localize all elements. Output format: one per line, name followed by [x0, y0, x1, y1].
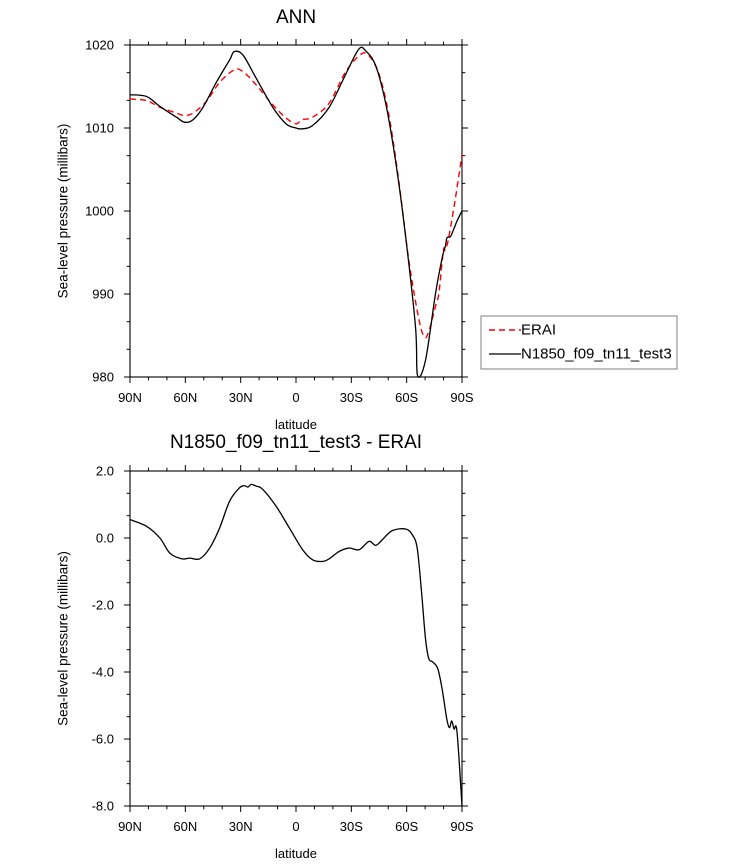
- svg-text:latitude: latitude: [275, 417, 317, 432]
- svg-text:Sea-level pressure (millibars): Sea-level pressure (millibars): [56, 124, 71, 299]
- svg-text:latitude: latitude: [275, 846, 317, 861]
- svg-text:-4.0: -4.0: [92, 665, 114, 680]
- svg-text:N1850_f09_tn11_test3 - ERAI: N1850_f09_tn11_test3 - ERAI: [170, 432, 422, 453]
- svg-text:Sea-level pressure (millibars): Sea-level pressure (millibars): [56, 551, 71, 726]
- svg-text:90N: 90N: [118, 390, 142, 405]
- svg-text:30N: 30N: [229, 819, 253, 834]
- svg-text:980: 980: [92, 370, 114, 385]
- svg-text:-2.0: -2.0: [92, 598, 114, 613]
- svg-text:0.0: 0.0: [96, 531, 114, 546]
- svg-text:30S: 30S: [340, 390, 363, 405]
- svg-text:1010: 1010: [85, 121, 114, 136]
- svg-text:ANN: ANN: [276, 7, 316, 28]
- svg-text:60N: 60N: [173, 819, 197, 834]
- svg-text:90S: 90S: [450, 390, 473, 405]
- svg-text:30N: 30N: [229, 390, 253, 405]
- svg-text:60S: 60S: [395, 390, 418, 405]
- svg-text:0: 0: [292, 819, 299, 834]
- svg-text:990: 990: [92, 287, 114, 302]
- svg-text:60N: 60N: [173, 390, 197, 405]
- svg-text:N1850_f09_tn11_test3: N1850_f09_tn11_test3: [521, 346, 672, 363]
- svg-text:-6.0: -6.0: [92, 732, 114, 747]
- svg-text:2.0: 2.0: [96, 464, 114, 479]
- svg-text:90S: 90S: [450, 819, 473, 834]
- svg-text:0: 0: [292, 390, 299, 405]
- svg-text:90N: 90N: [118, 819, 142, 834]
- svg-text:1020: 1020: [85, 38, 114, 53]
- svg-text:ERAI: ERAI: [521, 322, 556, 339]
- svg-text:60S: 60S: [395, 819, 418, 834]
- svg-text:-8.0: -8.0: [92, 799, 114, 814]
- svg-text:1000: 1000: [85, 204, 114, 219]
- svg-text:30S: 30S: [340, 819, 363, 834]
